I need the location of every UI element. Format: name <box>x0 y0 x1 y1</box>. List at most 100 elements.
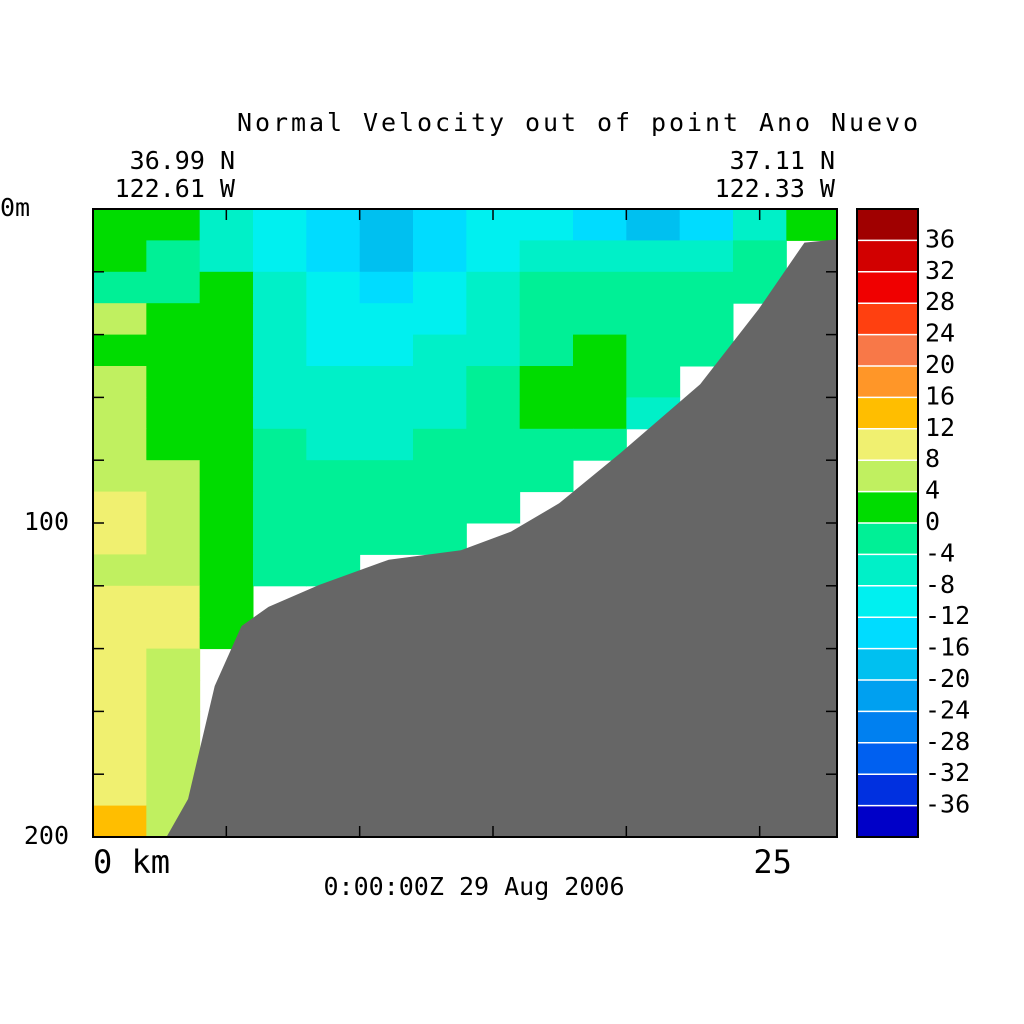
contour-cell <box>199 554 254 587</box>
contour-cell <box>93 303 147 336</box>
contour-cell <box>146 711 201 744</box>
contour-cell <box>466 397 521 430</box>
contour-cell <box>306 271 361 304</box>
contour-cell <box>413 428 467 461</box>
y-tick-label: 200 <box>24 821 69 850</box>
contour-cell <box>679 271 734 304</box>
contour-cell <box>413 523 467 555</box>
contour-cell <box>146 240 201 273</box>
contour-cell <box>199 491 254 524</box>
contour-cell <box>199 271 254 304</box>
colorbar-band <box>857 271 918 304</box>
contour-cell <box>413 397 467 430</box>
contour-cell <box>253 240 307 273</box>
colorbar-band <box>857 209 918 241</box>
contour-cell <box>306 523 361 555</box>
contour-cell <box>573 209 627 241</box>
colorbar-band <box>857 648 918 681</box>
contour-cell <box>146 428 201 461</box>
contour-cell <box>466 366 521 398</box>
contour-cell <box>413 209 467 241</box>
contour-cell <box>359 209 414 241</box>
contour-cell <box>306 334 361 367</box>
contour-cell <box>93 240 147 273</box>
chart-title: Normal Velocity out of point Ano Nuevo <box>237 108 918 137</box>
colorbar-label: 16 <box>925 381 955 410</box>
contour-cell <box>146 523 201 555</box>
contour-cell <box>413 240 467 273</box>
contour-cell <box>573 334 627 367</box>
colorbar-band <box>857 585 918 618</box>
contour-cell <box>93 585 147 618</box>
contour-cell <box>359 491 414 524</box>
contour-cell <box>199 303 254 336</box>
contour-cell <box>199 334 254 367</box>
contour-cell <box>573 240 627 273</box>
colorbar-label: -32 <box>925 758 970 787</box>
colorbar-label: 28 <box>925 287 955 316</box>
contour-cell <box>146 680 201 712</box>
contour-cell <box>359 366 414 398</box>
colorbar-label: 8 <box>925 444 940 473</box>
contour-cell <box>466 303 521 336</box>
colorbar-band <box>857 397 918 430</box>
contour-cell <box>466 460 521 493</box>
contour-cell <box>253 366 307 398</box>
contour-cell <box>519 366 574 398</box>
colorbar-label: 4 <box>925 476 940 505</box>
contour-cell <box>359 303 414 336</box>
contour-cell <box>626 366 681 398</box>
right-lat: 37.11 N <box>730 146 835 175</box>
colorbar-label: -28 <box>925 727 970 756</box>
colorbar-band <box>857 240 918 273</box>
contour-cell <box>306 209 361 241</box>
contour-cell <box>93 366 147 398</box>
right-lon: 122.33 W <box>715 174 836 203</box>
contour-cell <box>199 460 254 493</box>
contour-cell <box>626 240 681 273</box>
colorbar-band <box>857 617 918 650</box>
contour-cell <box>519 397 574 430</box>
contour-cell <box>519 240 574 273</box>
contour-cell <box>146 366 201 398</box>
contour-cell <box>146 271 201 304</box>
colorbar-band <box>857 774 918 807</box>
contour-cell <box>519 460 574 493</box>
contour-cell <box>359 271 414 304</box>
contour-cell <box>306 397 361 430</box>
contour-cell <box>413 271 467 304</box>
contour-cell <box>93 711 147 744</box>
contour-cell <box>199 523 254 555</box>
colorbar-band <box>857 303 918 336</box>
contour-cell <box>253 209 307 241</box>
contour-cell <box>573 397 627 430</box>
land <box>167 240 837 837</box>
colorbar-label: 12 <box>925 413 955 442</box>
contour-cell <box>93 271 147 304</box>
contour-cell <box>93 397 147 430</box>
contour-cell <box>146 460 201 493</box>
colorbar-label: -24 <box>925 695 970 724</box>
colorbar-band <box>857 491 918 524</box>
colorbar-frame <box>856 208 919 838</box>
colorbar-label: -36 <box>925 790 970 819</box>
contour-cell <box>626 334 681 367</box>
y-tick-label: 100 <box>24 507 69 536</box>
contour-cell <box>93 334 147 367</box>
contour-cell <box>253 397 307 430</box>
contour-cell <box>786 209 838 241</box>
contour-cell <box>359 334 414 367</box>
y-tick-label: 0m <box>0 193 30 222</box>
contour-cell <box>519 303 574 336</box>
contour-cell <box>146 334 201 367</box>
colorbar-band <box>857 742 918 775</box>
contour-cell <box>93 742 147 775</box>
left-lon: 122.61 W <box>115 174 236 203</box>
contour-cell <box>306 428 361 461</box>
contour-cell <box>466 428 521 461</box>
contour-cell <box>199 397 254 430</box>
contour-cell <box>679 209 734 241</box>
colorbar-label: 20 <box>925 350 955 379</box>
contour-cell <box>93 774 147 807</box>
contour-cell <box>253 271 307 304</box>
